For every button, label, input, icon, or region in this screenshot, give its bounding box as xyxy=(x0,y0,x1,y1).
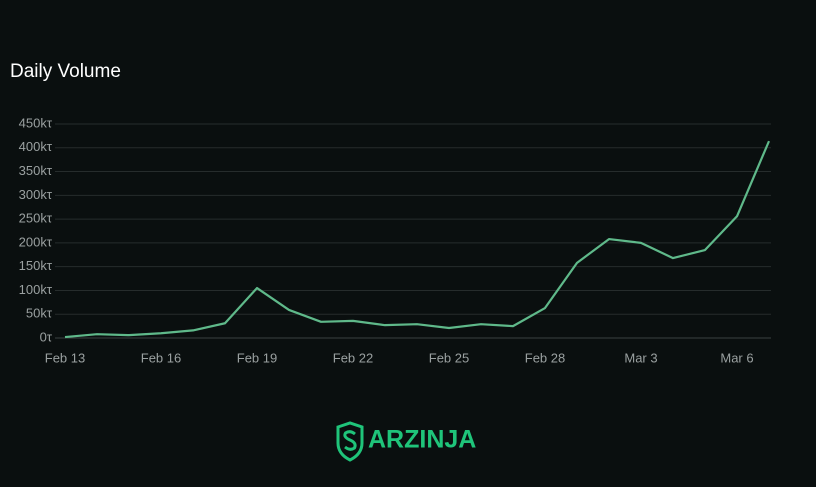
logo-icon xyxy=(336,421,364,462)
logo-text: ARZINJA xyxy=(368,426,476,454)
x-tick-label: Mar 6 xyxy=(720,350,753,365)
y-tick-label: 400kτ xyxy=(19,139,53,154)
x-tick-label: Feb 25 xyxy=(429,350,469,365)
y-tick-label: 150kτ xyxy=(19,258,53,273)
chart-title: Daily Volume xyxy=(10,61,121,82)
y-tick-label: 100kτ xyxy=(19,282,53,297)
y-tick-label: 300kτ xyxy=(19,187,53,202)
y-tick-label: 0τ xyxy=(40,329,53,344)
x-tick-label: Feb 13 xyxy=(45,350,85,365)
y-tick-label: 350kτ xyxy=(19,163,53,178)
y-tick-label: 50kτ xyxy=(26,306,53,321)
y-tick-label: 200kτ xyxy=(19,234,53,249)
x-tick-label: Feb 22 xyxy=(333,350,373,365)
x-tick-label: Mar 3 xyxy=(624,350,657,365)
y-tick-label: 250kτ xyxy=(19,211,53,226)
x-tick-label: Feb 28 xyxy=(525,350,565,365)
x-tick-label: Feb 16 xyxy=(141,350,181,365)
y-tick-label: 450kτ xyxy=(19,115,53,130)
data-line xyxy=(64,140,771,339)
x-tick-label: Feb 19 xyxy=(237,350,277,365)
